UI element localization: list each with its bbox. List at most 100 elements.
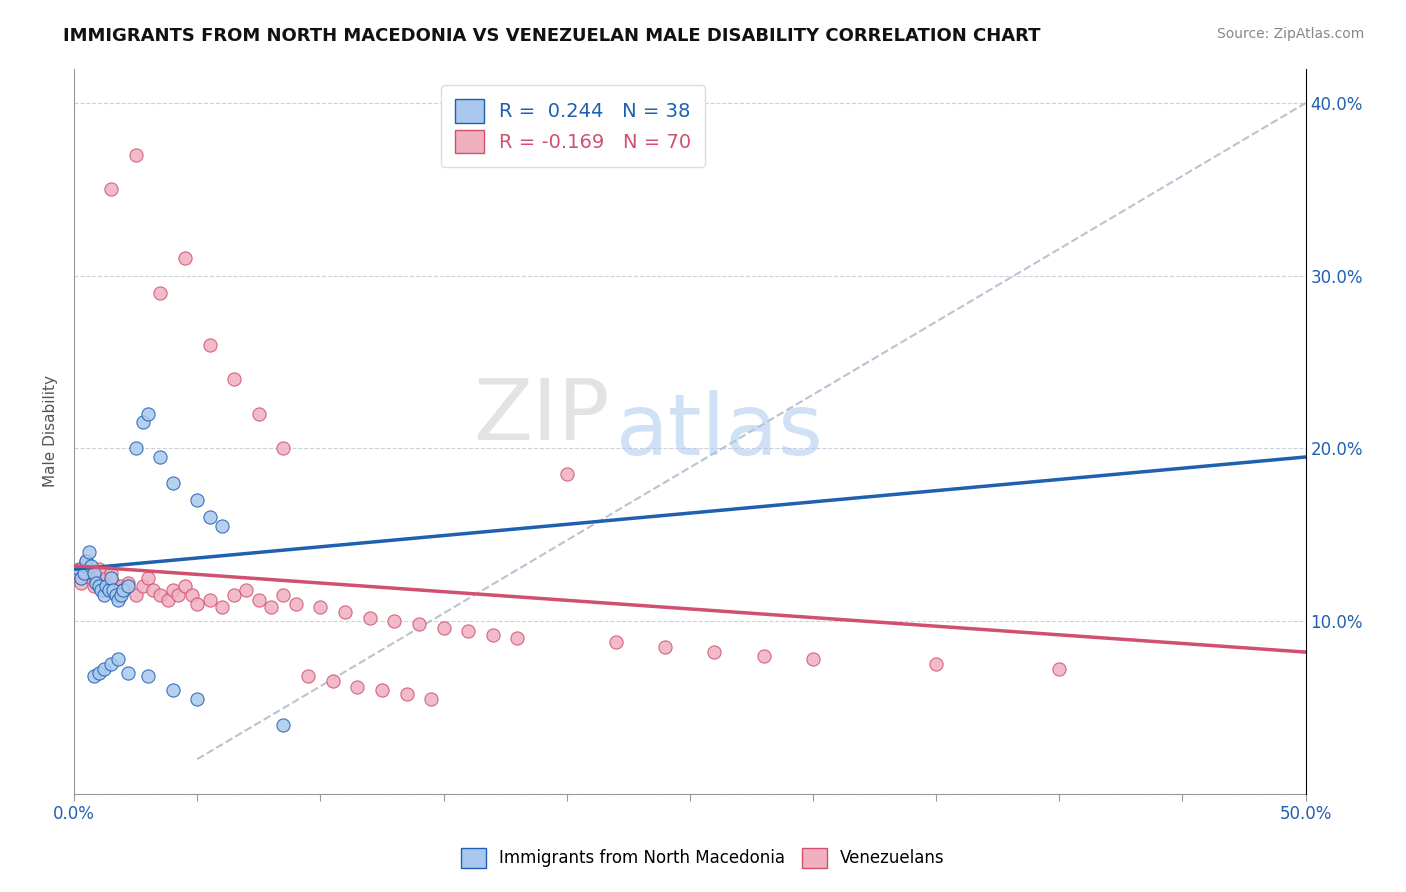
Point	[346, 680, 368, 694]
Text: IMMIGRANTS FROM NORTH MACEDONIA VS VENEZUELAN MALE DISABILITY CORRELATION CHART: IMMIGRANTS FROM NORTH MACEDONIA VS VENEZ…	[63, 27, 1040, 45]
Point	[87, 562, 110, 576]
Point	[149, 588, 172, 602]
Point	[166, 588, 188, 602]
Point	[198, 510, 221, 524]
Point	[124, 148, 146, 162]
Point	[93, 662, 115, 676]
Point	[132, 416, 155, 430]
Point	[103, 576, 125, 591]
Text: Source: ZipAtlas.com: Source: ZipAtlas.com	[1216, 27, 1364, 41]
Point	[67, 566, 90, 580]
Point	[605, 634, 627, 648]
Point	[186, 597, 208, 611]
Point	[247, 407, 270, 421]
Point	[654, 640, 676, 654]
Point	[395, 687, 418, 701]
Point	[87, 579, 110, 593]
Point	[80, 571, 103, 585]
Point	[124, 588, 146, 602]
Point	[801, 652, 824, 666]
Point	[84, 576, 107, 591]
Point	[371, 683, 394, 698]
Point	[925, 657, 948, 672]
Point	[186, 493, 208, 508]
Point	[273, 442, 295, 456]
Point	[224, 588, 246, 602]
Point	[359, 610, 381, 624]
Point	[67, 562, 90, 576]
Point	[457, 624, 479, 639]
Point	[322, 674, 344, 689]
Point	[107, 652, 129, 666]
Point	[107, 593, 129, 607]
Point	[93, 588, 115, 602]
Point	[174, 579, 197, 593]
Point	[84, 571, 107, 585]
Point	[100, 182, 122, 196]
Point	[198, 338, 221, 352]
Point	[97, 582, 120, 597]
Point	[174, 252, 197, 266]
Point	[506, 632, 529, 646]
Point	[198, 593, 221, 607]
Point	[142, 582, 165, 597]
Point	[420, 691, 443, 706]
Point	[112, 582, 135, 597]
Point	[333, 606, 356, 620]
Point	[273, 717, 295, 731]
Point	[94, 571, 117, 585]
Point	[309, 600, 332, 615]
Point	[90, 576, 112, 591]
Point	[110, 579, 132, 593]
Point	[100, 566, 122, 580]
Point	[273, 588, 295, 602]
Point	[70, 571, 93, 585]
Point	[224, 372, 246, 386]
Point	[432, 621, 454, 635]
Point	[382, 614, 405, 628]
Point	[83, 669, 105, 683]
Point	[297, 669, 319, 683]
Point	[87, 665, 110, 680]
Point	[136, 669, 159, 683]
Point	[73, 562, 96, 576]
Point	[284, 597, 307, 611]
Point	[77, 566, 100, 580]
Point	[408, 617, 430, 632]
Text: ZIP: ZIP	[474, 376, 610, 458]
Point	[110, 588, 132, 602]
Point	[132, 579, 155, 593]
Point	[100, 571, 122, 585]
Point	[162, 475, 184, 490]
Point	[80, 558, 103, 573]
Point	[104, 588, 127, 602]
Point	[481, 628, 503, 642]
Text: atlas: atlas	[616, 390, 824, 473]
Point	[97, 579, 120, 593]
Point	[77, 545, 100, 559]
Point	[136, 571, 159, 585]
Legend: R =  0.244   N = 38, R = -0.169   N = 70: R = 0.244 N = 38, R = -0.169 N = 70	[441, 86, 704, 167]
Point	[186, 691, 208, 706]
Point	[247, 593, 270, 607]
Point	[211, 519, 233, 533]
Point	[90, 582, 112, 597]
Point	[181, 588, 204, 602]
Point	[117, 576, 139, 591]
Point	[94, 579, 117, 593]
Point	[211, 600, 233, 615]
Point	[235, 582, 257, 597]
Point	[117, 665, 139, 680]
Y-axis label: Male Disability: Male Disability	[44, 376, 58, 487]
Point	[149, 450, 172, 464]
Point	[124, 442, 146, 456]
Point	[1047, 662, 1070, 676]
Point	[83, 566, 105, 580]
Point	[156, 593, 179, 607]
Point	[107, 588, 129, 602]
Point	[100, 657, 122, 672]
Point	[103, 582, 125, 597]
Point	[70, 576, 93, 591]
Point	[703, 645, 725, 659]
Point	[75, 553, 97, 567]
